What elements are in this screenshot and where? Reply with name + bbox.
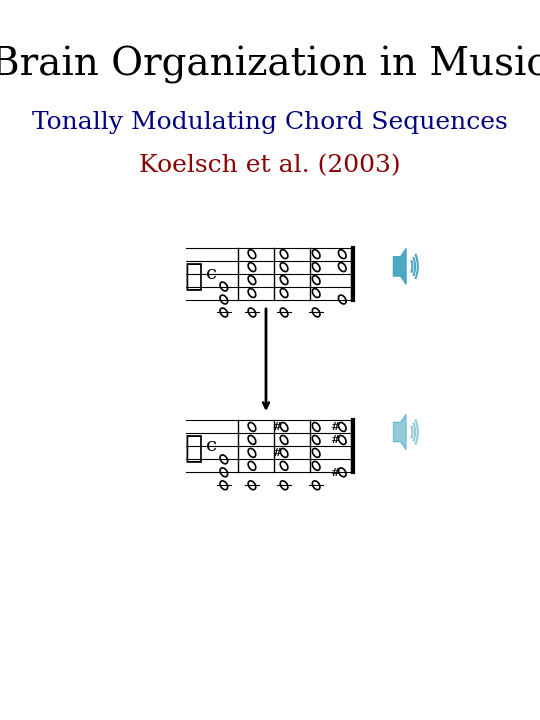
Text: Tonally Modulating Chord Sequences: Tonally Modulating Chord Sequences	[32, 111, 508, 134]
Polygon shape	[394, 414, 406, 450]
Text: c: c	[206, 438, 217, 456]
Text: Brain Organization in Music: Brain Organization in Music	[0, 46, 540, 84]
Text: #: #	[272, 421, 281, 433]
Text: 𝄞: 𝄞	[185, 261, 203, 291]
Text: #: #	[272, 447, 281, 459]
Text: 𝄞: 𝄞	[185, 434, 203, 464]
Text: Koelsch et al. (2003): Koelsch et al. (2003)	[139, 154, 401, 177]
Text: #: #	[330, 421, 340, 433]
Text: #: #	[330, 434, 340, 446]
Text: #: #	[330, 467, 340, 478]
Text: c: c	[206, 265, 217, 283]
Polygon shape	[394, 248, 406, 284]
